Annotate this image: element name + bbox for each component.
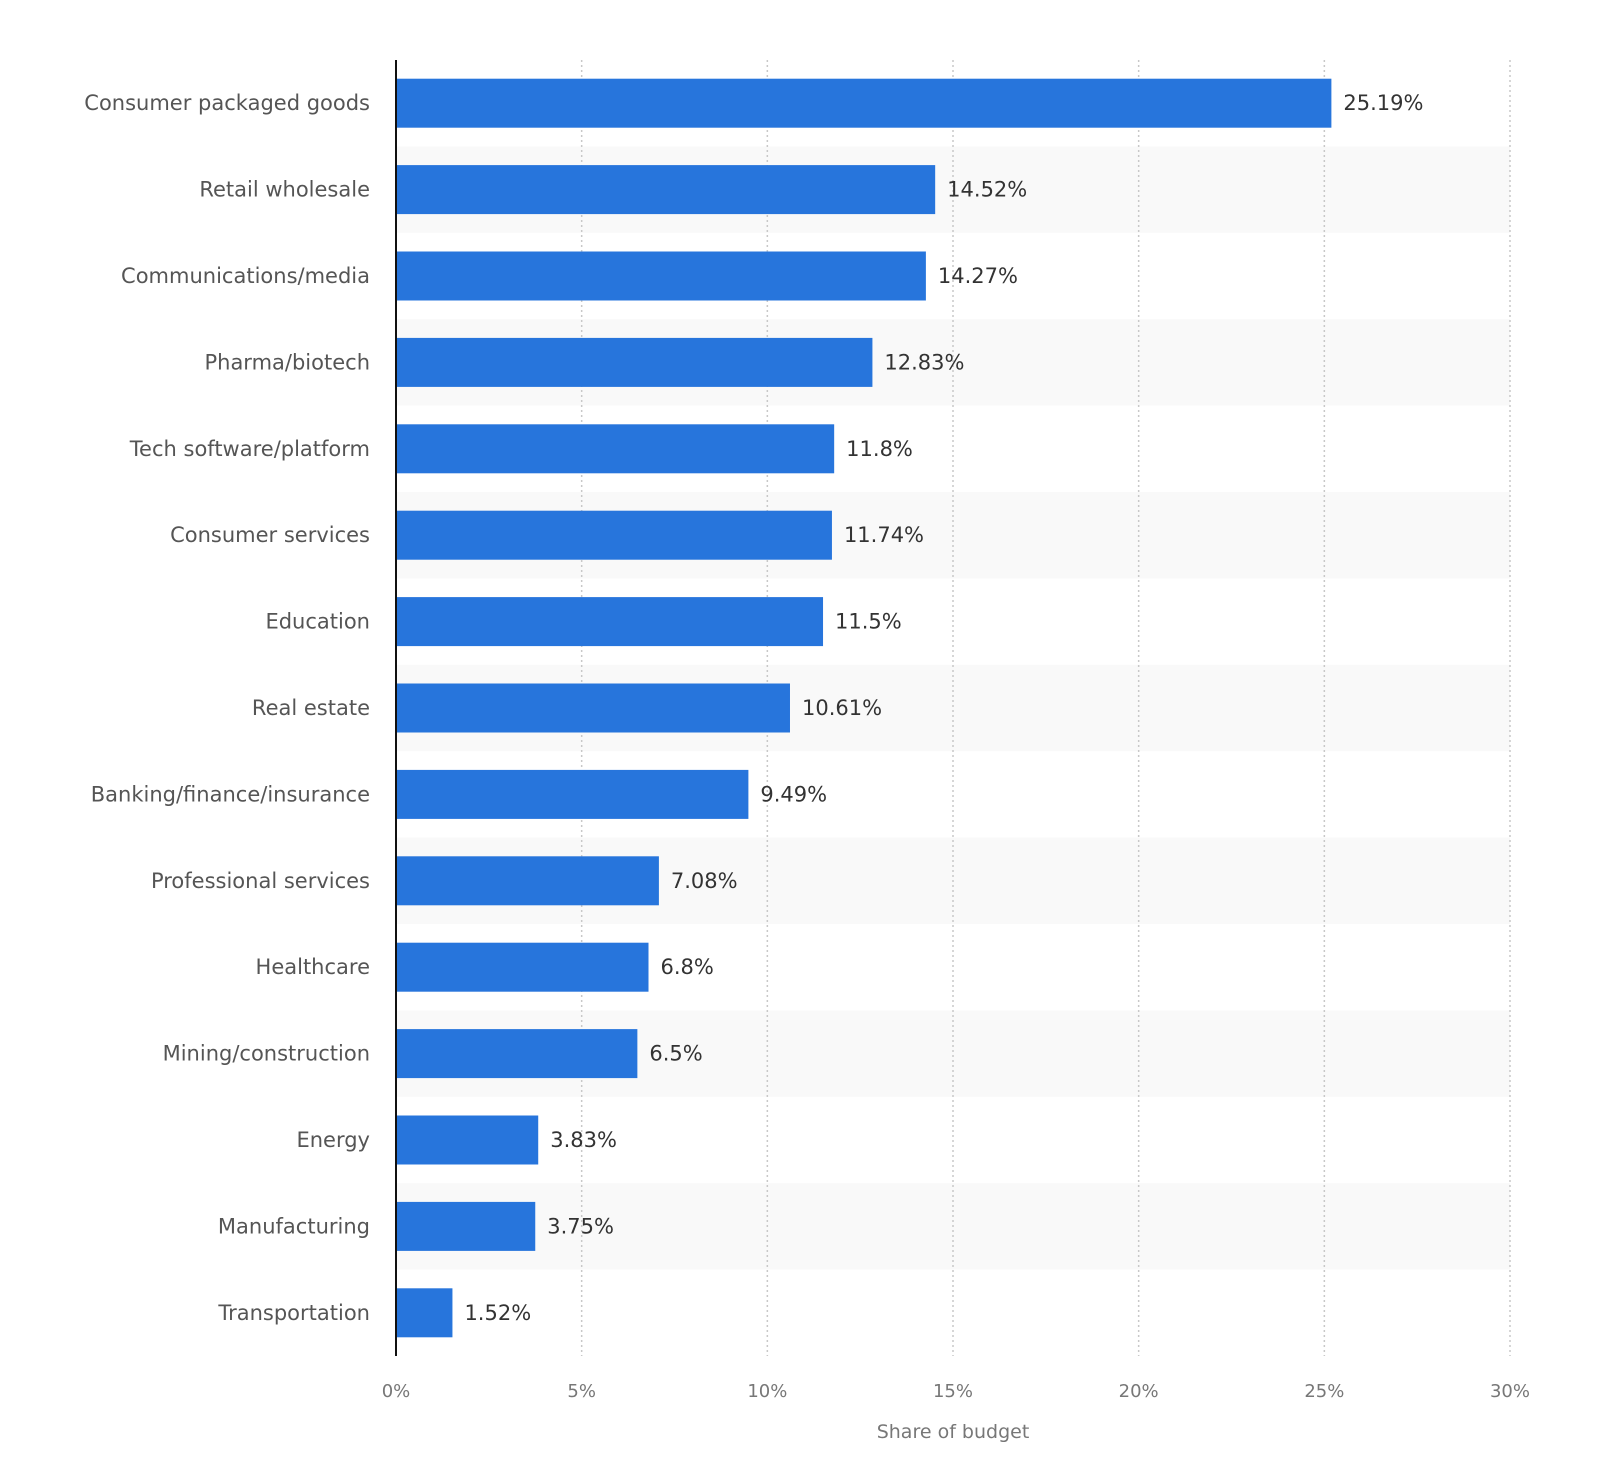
bar bbox=[396, 1288, 453, 1338]
category-label: Pharma/biotech bbox=[204, 350, 370, 374]
category-label: Manufacturing bbox=[218, 1214, 370, 1238]
data-label: 14.52% bbox=[947, 178, 1027, 202]
data-label: 1.52% bbox=[464, 1301, 531, 1325]
category-label: Healthcare bbox=[256, 955, 370, 979]
category-label: Banking/finance/insurance bbox=[91, 782, 370, 806]
category-label: Consumer packaged goods bbox=[84, 91, 370, 115]
data-label: 10.61% bbox=[802, 696, 882, 720]
bar bbox=[396, 597, 824, 647]
data-label: 6.5% bbox=[649, 1042, 702, 1066]
x-tick-label: 15% bbox=[933, 1381, 973, 1402]
bar bbox=[396, 683, 790, 733]
category-label: Tech software/platform bbox=[129, 437, 370, 461]
bar bbox=[396, 165, 936, 215]
category-label: Energy bbox=[296, 1128, 370, 1152]
data-label: 25.19% bbox=[1343, 91, 1423, 115]
data-label: 11.5% bbox=[835, 610, 902, 634]
category-label: Professional services bbox=[151, 869, 370, 893]
bar bbox=[396, 251, 926, 301]
x-tick-label: 30% bbox=[1490, 1381, 1530, 1402]
x-tick-label: 0% bbox=[382, 1381, 411, 1402]
bar bbox=[396, 424, 835, 474]
bar bbox=[396, 942, 649, 992]
data-label: 14.27% bbox=[938, 264, 1018, 288]
bar bbox=[396, 769, 749, 819]
x-axis-title: Share of budget bbox=[877, 1421, 1030, 1443]
bar bbox=[396, 856, 659, 906]
bar bbox=[396, 78, 1332, 128]
data-label: 12.83% bbox=[884, 350, 964, 374]
x-tick-label: 20% bbox=[1119, 1381, 1159, 1402]
bar bbox=[396, 1201, 536, 1251]
data-label: 3.75% bbox=[547, 1214, 614, 1238]
data-label: 11.8% bbox=[846, 437, 913, 461]
category-label: Transportation bbox=[217, 1301, 370, 1325]
bar bbox=[396, 510, 832, 560]
x-tick-label: 10% bbox=[747, 1381, 787, 1402]
data-label: 6.8% bbox=[661, 955, 714, 979]
x-tick-label: 25% bbox=[1304, 1381, 1344, 1402]
data-label: 9.49% bbox=[760, 782, 827, 806]
category-label: Real estate bbox=[252, 696, 370, 720]
x-tick-label: 5% bbox=[567, 1381, 596, 1402]
category-label: Mining/construction bbox=[163, 1042, 370, 1066]
data-label: 3.83% bbox=[550, 1128, 617, 1152]
bar bbox=[396, 1029, 638, 1079]
data-label: 7.08% bbox=[671, 869, 738, 893]
data-label: 11.74% bbox=[844, 523, 924, 547]
category-label: Retail wholesale bbox=[199, 178, 370, 202]
category-label: Consumer services bbox=[170, 523, 370, 547]
bar bbox=[396, 337, 873, 387]
category-label: Communications/media bbox=[121, 264, 370, 288]
category-label: Education bbox=[265, 610, 370, 634]
bar bbox=[396, 1115, 539, 1165]
